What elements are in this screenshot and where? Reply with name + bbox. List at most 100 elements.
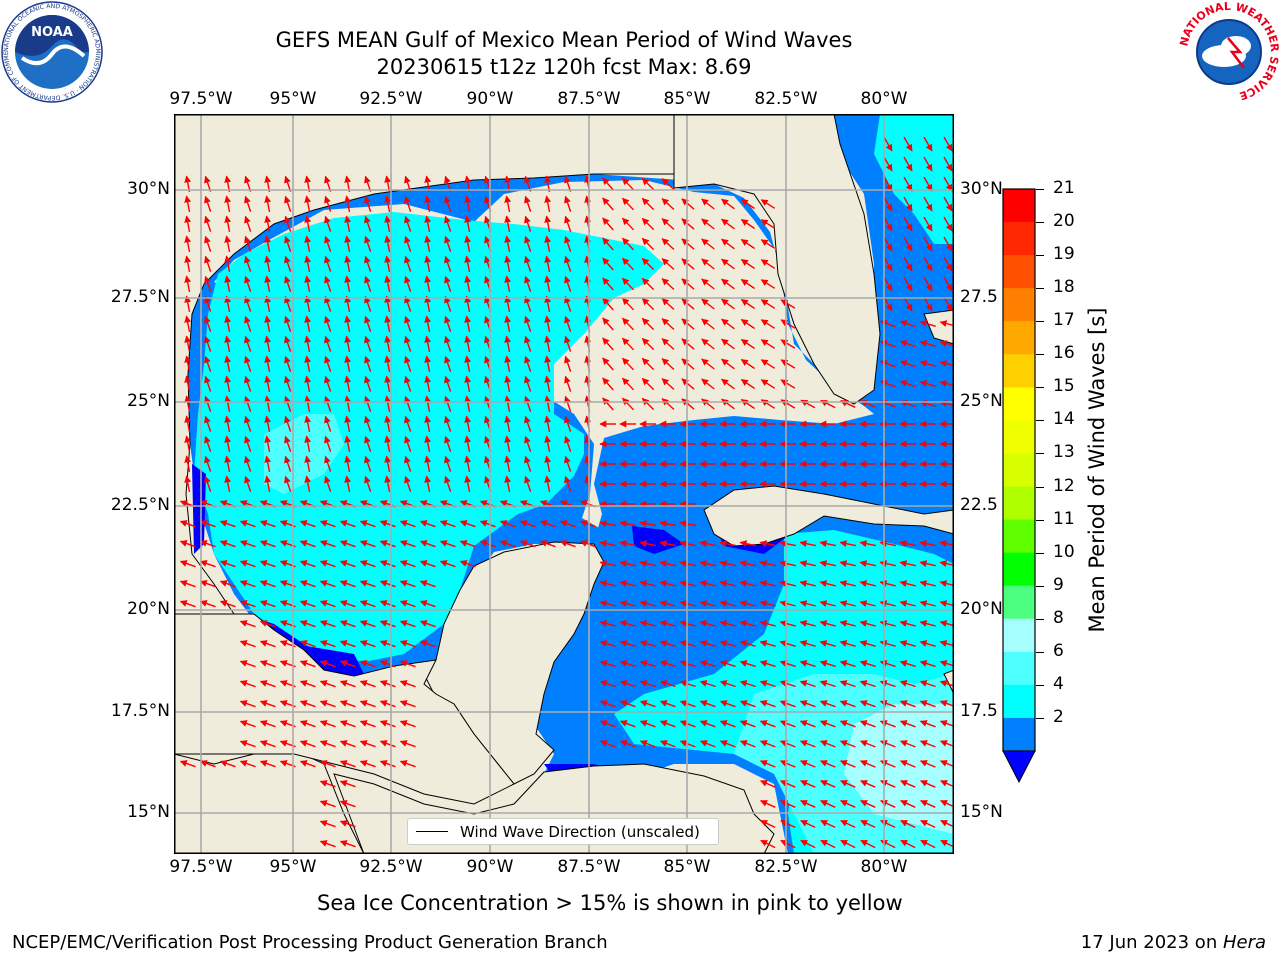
wind-arrow-248	[304, 315, 312, 333]
wind-arrow-620	[519, 520, 536, 528]
wind-arrow-99	[740, 218, 755, 230]
wind-arrow-890	[759, 700, 776, 708]
wind-arrow-977	[339, 780, 356, 788]
wind-arrow-477	[524, 435, 532, 452]
wind-arrow-797	[359, 640, 376, 648]
wind-arrow-432	[404, 415, 412, 432]
wind-arrow-723	[779, 580, 796, 587]
wind-arrow-805	[679, 640, 696, 647]
wind-arrow-283	[304, 335, 312, 353]
wind-arrow-298	[602, 337, 614, 351]
wind-arrow-972	[879, 760, 896, 768]
wind-arrow-814	[859, 640, 876, 647]
wind-arrow-286	[364, 335, 372, 352]
wind-arrow-833	[699, 660, 716, 668]
wind-arrow-694	[819, 560, 836, 568]
wind-arrow-380	[919, 380, 936, 387]
wind-arrow-328	[504, 355, 512, 373]
wind-arrow-715	[619, 580, 636, 587]
wind-arrow-244	[224, 315, 232, 333]
wind-arrow-556	[544, 475, 552, 493]
wind-arrow-884	[639, 700, 656, 708]
wind-arrow-44	[324, 195, 332, 212]
wind-arrow-279	[224, 335, 232, 353]
wind-arrow-181	[344, 275, 352, 293]
wind-arrow-295	[544, 335, 552, 353]
yucatan-land	[423, 541, 605, 785]
lat-tick-left-3: 22.5°N	[110, 495, 170, 515]
wind-arrow-867	[839, 680, 856, 688]
wind-arrow-615	[419, 520, 436, 528]
map-grid	[174, 114, 954, 854]
wind-arrow-41	[264, 195, 272, 213]
wind-arrow-557	[564, 475, 572, 492]
wind-arrow-983	[860, 780, 876, 788]
wind-arrow-510	[404, 455, 412, 472]
wind-arrow-117	[424, 235, 432, 253]
wind-arrow-330	[544, 355, 552, 373]
wind-arrow-382	[184, 395, 192, 413]
wind-arrow-949	[859, 740, 876, 748]
wind-arrow-907	[379, 720, 396, 728]
wind-arrow-473	[444, 435, 452, 452]
wind-arrow-360	[444, 375, 452, 392]
wind-arrow-550	[424, 475, 432, 493]
wind-arrow-791	[239, 640, 256, 648]
colorbar-tick-mark-4	[1036, 321, 1044, 323]
wind-arrow-156	[524, 255, 532, 272]
wind-arrow-410	[740, 398, 755, 410]
wind-arrow-713	[419, 580, 436, 588]
wind-arrow-739	[319, 600, 336, 608]
wind-arrow-40	[244, 195, 252, 212]
wind-arrow-84	[444, 215, 452, 232]
wind-arrow-803	[639, 640, 656, 647]
wind-arrow-518	[564, 455, 572, 472]
wind-arrow-852	[359, 680, 376, 688]
wind-arrow-796	[339, 640, 356, 648]
wind-arrow-113	[344, 235, 352, 253]
wind-arrow-140	[204, 255, 212, 272]
wind-arrow-324	[424, 355, 432, 373]
wind-arrow-177	[264, 275, 272, 293]
wind-arrow-921	[839, 720, 856, 728]
colorbar-segment-12	[1003, 585, 1035, 620]
wind-arrow-742	[379, 600, 396, 608]
wind-arrow-980	[800, 780, 816, 788]
wind-arrow-313	[204, 355, 212, 372]
wind-arrow-228	[602, 297, 614, 311]
wind-arrow-795	[319, 640, 336, 648]
wind-arrow-77	[304, 215, 312, 233]
wind-arrow-401	[564, 395, 572, 412]
wind-arrow-869	[879, 680, 896, 688]
footer-machine: Hera	[1222, 932, 1266, 953]
wind-arrow-74	[244, 215, 252, 232]
wind-arrow-930	[299, 740, 316, 748]
wind-arrow-187	[464, 275, 472, 293]
wind-arrow-702	[199, 580, 216, 588]
wind-arrow-894	[839, 700, 856, 708]
wind-arrow-853	[379, 680, 396, 688]
wind-arrow-377	[780, 379, 796, 389]
wind-arrow-62	[681, 198, 695, 210]
wind-arrow-969	[819, 760, 836, 768]
colorbar	[1002, 188, 1036, 784]
colorbar-segment-8	[1003, 453, 1035, 488]
wind-arrow-4	[883, 156, 893, 172]
wind-arrow-32	[661, 178, 675, 190]
wind-arrow-198	[681, 278, 695, 290]
wind-arrow-230	[641, 297, 655, 311]
noaa-logo-text: NOAA	[31, 25, 73, 40]
wind-arrow-670	[219, 560, 236, 568]
colorbar-segment-0	[1003, 189, 1035, 223]
wind-arrow-135	[883, 236, 893, 252]
wind-arrow-421	[184, 415, 192, 433]
wind-arrow-690	[739, 560, 756, 568]
wind-arrow-329	[524, 355, 532, 372]
colorbar-segment-2	[1003, 255, 1035, 289]
wind-arrow-218	[404, 295, 412, 312]
wind-arrow-75	[264, 215, 272, 233]
wind-arrow-912	[659, 720, 676, 728]
wind-arrow-94	[641, 217, 655, 231]
wind-arrow-197	[661, 278, 675, 290]
colorbar-frame	[1002, 188, 1036, 752]
